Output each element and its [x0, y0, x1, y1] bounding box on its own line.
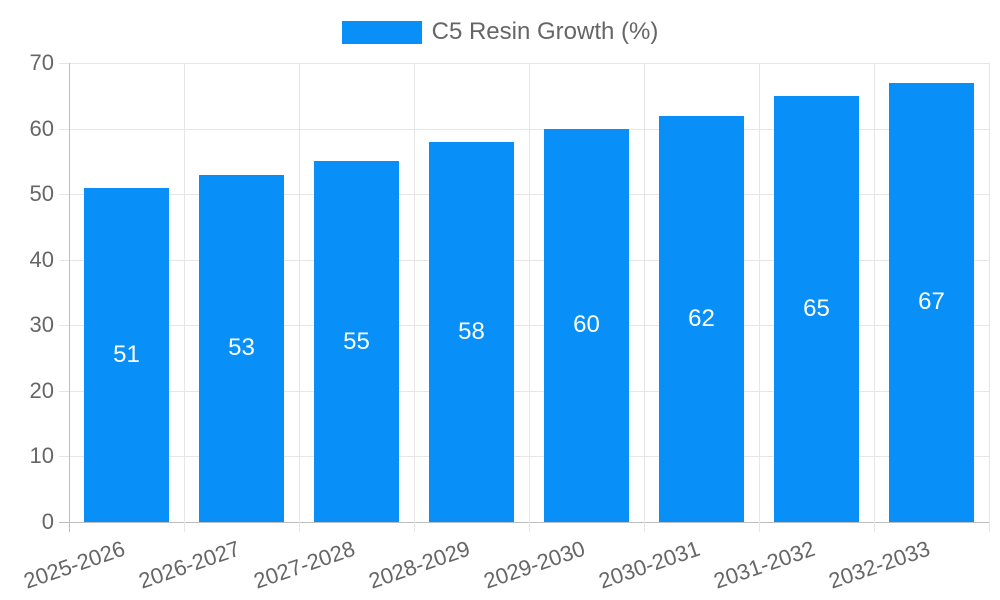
- bar-value-label: 51: [113, 340, 140, 368]
- bar-value-label: 60: [573, 311, 600, 339]
- legend-item[interactable]: C5 Resin Growth (%): [0, 17, 1000, 47]
- x-tick-label: 2031-2032: [710, 535, 819, 594]
- x-tick: [69, 522, 70, 532]
- bar-value-label: 53: [228, 334, 255, 362]
- x-gridline: [184, 63, 185, 522]
- x-tick-label: 2028-2029: [365, 535, 474, 594]
- x-tick: [759, 522, 760, 532]
- bar[interactable]: 60: [544, 128, 629, 522]
- y-tick-label: 10: [29, 443, 54, 468]
- x-gridline: [759, 63, 760, 522]
- x-tick: [989, 522, 990, 532]
- x-gridline: [414, 63, 415, 522]
- x-gridline: [989, 63, 990, 522]
- y-tick-label: 40: [29, 247, 54, 272]
- x-gridline: [644, 63, 645, 522]
- x-tick-label: 2029-2030: [480, 535, 589, 594]
- x-gridline: [874, 63, 875, 522]
- x-tick: [184, 522, 185, 532]
- bar-value-label: 58: [458, 317, 485, 345]
- y-tick: [59, 522, 69, 523]
- y-tick: [59, 194, 69, 195]
- bar[interactable]: 55: [314, 161, 399, 522]
- x-gridline: [529, 63, 530, 522]
- bar[interactable]: 67: [889, 82, 974, 522]
- y-tick: [59, 456, 69, 457]
- x-tick: [529, 522, 530, 532]
- y-tick-label: 30: [29, 312, 54, 337]
- bar-value-label: 62: [688, 304, 715, 332]
- x-tick-label: 2027-2028: [250, 535, 359, 594]
- y-tick-label: 70: [29, 50, 54, 75]
- bar-value-label: 67: [918, 288, 945, 316]
- x-tick: [874, 522, 875, 532]
- bar-value-label: 65: [803, 294, 830, 322]
- x-tick: [644, 522, 645, 532]
- x-gridline: [69, 63, 70, 522]
- y-tick: [59, 129, 69, 130]
- y-tick-label: 0: [41, 509, 54, 534]
- y-tick-label: 20: [29, 378, 54, 403]
- x-gridline: [299, 63, 300, 522]
- legend-swatch-icon: [341, 20, 422, 44]
- x-tick-label: 2030-2031: [595, 535, 704, 594]
- y-tick-label: 60: [29, 116, 54, 141]
- y-tick: [59, 260, 69, 261]
- bar-value-label: 55: [343, 327, 370, 355]
- bar[interactable]: 65: [774, 95, 859, 522]
- y-tick: [59, 325, 69, 326]
- bar[interactable]: 53: [199, 174, 284, 522]
- x-tick-label: 2032-2033: [825, 535, 934, 594]
- y-tick: [59, 63, 69, 64]
- x-tick: [299, 522, 300, 532]
- legend-label: C5 Resin Growth (%): [431, 18, 659, 45]
- x-tick-label: 2026-2027: [135, 535, 244, 594]
- x-tick-label: 2025-2026: [20, 535, 129, 594]
- bar[interactable]: 62: [659, 115, 744, 522]
- x-tick: [414, 522, 415, 532]
- bar[interactable]: 51: [84, 187, 169, 522]
- y-tick: [59, 391, 69, 392]
- y-tick-label: 50: [29, 181, 54, 206]
- bar[interactable]: 58: [429, 141, 514, 522]
